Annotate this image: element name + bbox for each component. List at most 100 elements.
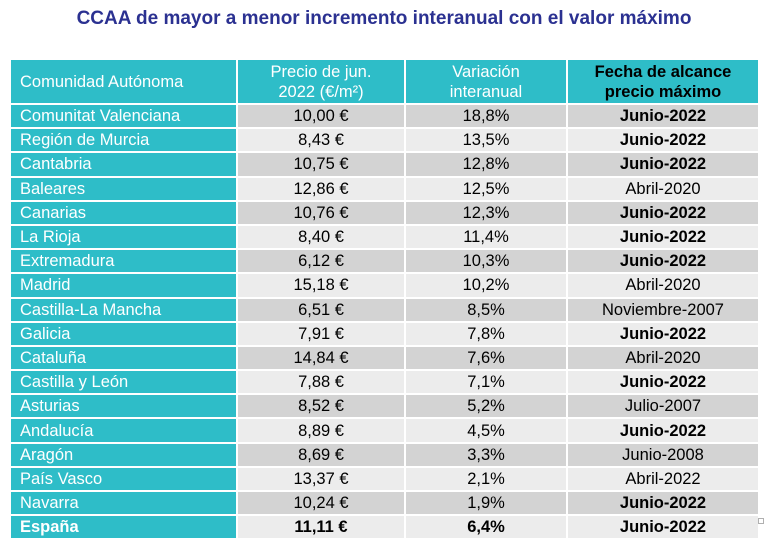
cell-region: Aragón bbox=[9, 441, 238, 468]
header-change: Variación interanual bbox=[404, 58, 568, 105]
cell-max-date: Noviembre-2007 bbox=[566, 296, 760, 323]
cell-price: 10,75 € bbox=[236, 151, 406, 178]
header-change-line1: Variación bbox=[452, 62, 520, 81]
cell-price: 8,40 € bbox=[236, 223, 406, 251]
cell-change: 8,5% bbox=[404, 296, 568, 323]
cell-max-date: Junio-2022 bbox=[566, 417, 760, 444]
table-row: Andalucía 8,89 €4,5% Junio-2022 bbox=[9, 417, 760, 444]
cell-region: Galicia bbox=[9, 320, 238, 347]
price-table: Comunidad Autónoma Precio de jun. 2022 (… bbox=[9, 58, 760, 540]
table-row: Comunitat Valenciana 10,00 €18,8% Junio-20… bbox=[9, 102, 760, 130]
cell-price: 6,51 € bbox=[236, 296, 406, 323]
cell-change: 11,4% bbox=[404, 223, 568, 251]
cell-max-date: Junio-2008 bbox=[566, 441, 760, 468]
table-row: Madrid 15,18 €10,2% Abril-2020 bbox=[9, 272, 760, 299]
cell-price: 14,84 € bbox=[236, 344, 406, 372]
total-price: 11,11 € bbox=[236, 514, 406, 540]
cell-change: 4,5% bbox=[404, 417, 568, 444]
cell-change: 12,3% bbox=[404, 199, 568, 226]
cell-max-date: Junio-2022 bbox=[566, 199, 760, 226]
cell-region: Navarra bbox=[9, 489, 238, 517]
table-row: Región de Murcia 8,43 €13,5% Junio-2022 bbox=[9, 127, 760, 154]
cell-price: 10,24 € bbox=[236, 489, 406, 517]
cell-region: Comunitat Valenciana bbox=[9, 102, 238, 130]
cell-price: 8,43 € bbox=[236, 127, 406, 154]
cell-region: País Vasco bbox=[9, 465, 238, 493]
total-change: 6,4% bbox=[404, 514, 568, 540]
table-row: Galicia 7,91 €7,8% Junio-2022 bbox=[9, 320, 760, 347]
cell-change: 3,3% bbox=[404, 441, 568, 468]
header-price-line1: Precio de jun. bbox=[270, 62, 372, 81]
cell-region: La Rioja bbox=[9, 223, 238, 251]
header-max-line2: precio máximo bbox=[604, 82, 722, 101]
table-row: Cataluña 14,84 €7,6% Abril-2020 bbox=[9, 344, 760, 372]
table-row: Asturias 8,52 €5,2% Julio-2007 bbox=[9, 393, 760, 420]
total-max-date: Junio-2022 bbox=[566, 514, 760, 540]
cell-max-date: Junio-2022 bbox=[566, 320, 760, 347]
cell-region: Castilla-La Mancha bbox=[9, 296, 238, 323]
cell-change: 7,1% bbox=[404, 369, 568, 396]
header-region: Comunidad Autónoma bbox=[9, 58, 238, 105]
cell-change: 12,8% bbox=[404, 151, 568, 178]
cell-price: 7,91 € bbox=[236, 320, 406, 347]
cell-price: 10,00 € bbox=[236, 102, 406, 130]
cell-change: 10,2% bbox=[404, 272, 568, 299]
table-header-row: Comunidad Autónoma Precio de jun. 2022 (… bbox=[9, 58, 760, 105]
cell-price: 8,69 € bbox=[236, 441, 406, 468]
cell-change: 5,2% bbox=[404, 393, 568, 420]
cell-max-date: Junio-2022 bbox=[566, 151, 760, 178]
table-row: Cantabria 10,75 €12,8% Junio-2022 bbox=[9, 151, 760, 178]
cell-price: 7,88 € bbox=[236, 369, 406, 396]
table-row: Aragón 8,69 €3,3% Junio-2008 bbox=[9, 441, 760, 468]
cell-price: 8,52 € bbox=[236, 393, 406, 420]
page-title: CCAA de mayor a menor incremento interan… bbox=[76, 8, 692, 29]
cell-change: 13,5% bbox=[404, 127, 568, 154]
cell-price: 10,76 € bbox=[236, 199, 406, 226]
cell-max-date: Abril-2020 bbox=[566, 175, 760, 202]
cell-change: 12,5% bbox=[404, 175, 568, 202]
table-row: Canarias 10,76 €12,3% Junio-2022 bbox=[9, 199, 760, 226]
cell-max-date: Junio-2022 bbox=[566, 248, 760, 275]
table-total-row: España 11,11 €6,4% Junio-2022 bbox=[9, 514, 760, 540]
cell-region: Cataluña bbox=[9, 344, 238, 372]
cell-max-date: Junio-2022 bbox=[566, 223, 760, 251]
table-row: La Rioja 8,40 €11,4% Junio-2022 bbox=[9, 223, 760, 251]
cell-change: 7,8% bbox=[404, 320, 568, 347]
table-row: Baleares 12,86 €12,5% Abril-2020 bbox=[9, 175, 760, 202]
cell-price: 6,12 € bbox=[236, 248, 406, 275]
cell-max-date: Julio-2007 bbox=[566, 393, 760, 420]
cell-change: 2,1% bbox=[404, 465, 568, 493]
cell-price: 15,18 € bbox=[236, 272, 406, 299]
table-row: Navarra 10,24 €1,9% Junio-2022 bbox=[9, 489, 760, 517]
header-max-date: Fecha de alcance precio máximo bbox=[566, 58, 760, 105]
total-region: España bbox=[9, 514, 238, 540]
table-row: Castilla-La Mancha 6,51 €8,5% Noviembre-20… bbox=[9, 296, 760, 323]
cell-region: Baleares bbox=[9, 175, 238, 202]
header-change-line2: interanual bbox=[449, 82, 523, 101]
header-price-line2: 2022 (€/m²) bbox=[278, 82, 364, 101]
cell-region: Madrid bbox=[9, 272, 238, 299]
cell-region: Asturias bbox=[9, 393, 238, 420]
cell-region: Región de Murcia bbox=[9, 127, 238, 154]
cell-change: 1,9% bbox=[404, 489, 568, 517]
cell-region: Castilla y León bbox=[9, 369, 238, 396]
cell-region: Andalucía bbox=[9, 417, 238, 444]
cell-change: 10,3% bbox=[404, 248, 568, 275]
table-body: Comunitat Valenciana 10,00 €18,8% Junio-20… bbox=[9, 102, 760, 540]
cell-max-date: Junio-2022 bbox=[566, 102, 760, 130]
header-max-line1: Fecha de alcance bbox=[594, 62, 732, 81]
cell-region: Extremadura bbox=[9, 248, 238, 275]
header-price: Precio de jun. 2022 (€/m²) bbox=[236, 58, 406, 105]
cell-max-date: Junio-2022 bbox=[566, 489, 760, 517]
cell-max-date: Abril-2022 bbox=[566, 465, 760, 493]
cell-price: 8,89 € bbox=[236, 417, 406, 444]
cell-max-date: Abril-2020 bbox=[566, 344, 760, 372]
cell-price: 12,86 € bbox=[236, 175, 406, 202]
cell-max-date: Junio-2022 bbox=[566, 127, 760, 154]
table-row: Castilla y León 7,88 €7,1% Junio-2022 bbox=[9, 369, 760, 396]
table-row: País Vasco 13,37 €2,1% Abril-2022 bbox=[9, 465, 760, 493]
corner-marker bbox=[758, 518, 764, 524]
cell-max-date: Junio-2022 bbox=[566, 369, 760, 396]
cell-max-date: Abril-2020 bbox=[566, 272, 760, 299]
cell-change: 18,8% bbox=[404, 102, 568, 130]
